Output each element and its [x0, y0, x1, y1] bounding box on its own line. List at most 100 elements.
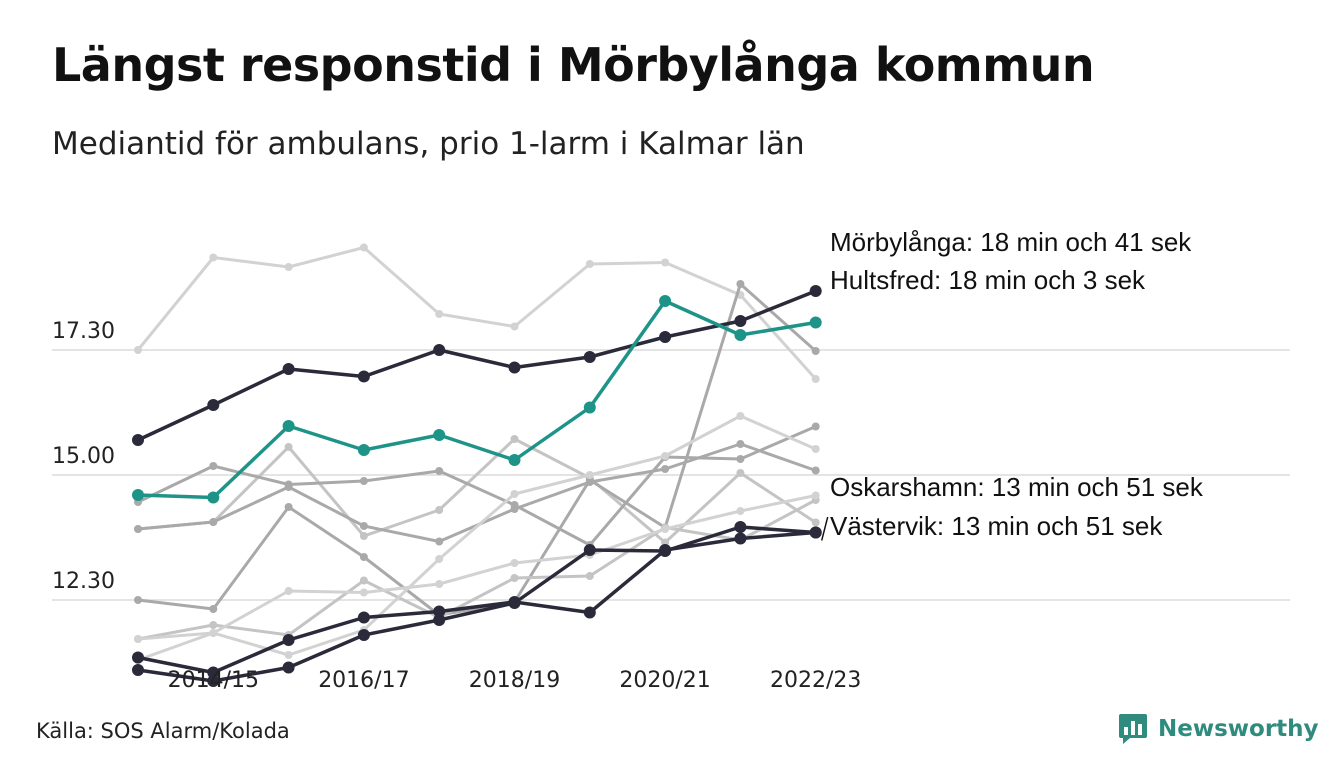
x-tick-label: 2016/17: [318, 668, 409, 693]
series-annotations: Mörbylånga: 18 min och 41 sek Hultsfred: …: [820, 227, 1204, 541]
series-hultsfred-point: [132, 489, 144, 501]
background-series-1-point: [510, 322, 519, 331]
series-vstervik-point: [433, 614, 446, 626]
background-series-1-point: [661, 258, 670, 267]
series-mrbylnga-line: [137, 289, 817, 442]
series-vstervik-point: [734, 521, 747, 533]
series-vstervik-point: [508, 597, 521, 609]
background-series-7-point: [510, 490, 519, 498]
series-mrbylnga-point: [433, 344, 446, 356]
series-mrbylnga-point: [282, 363, 295, 375]
series-oskarshamn: [132, 526, 822, 679]
chart-subtitle: Mediantid för ambulans, prio 1-larm i Ka…: [52, 126, 805, 162]
background-series-8: [134, 491, 820, 643]
background-series-8-point: [510, 559, 519, 567]
background-series-8-point: [736, 507, 745, 515]
background-series-1-point: [811, 375, 820, 383]
background-series-8-point: [811, 491, 820, 500]
y-tick-label: 12.30: [52, 569, 115, 594]
series-hultsfred-point: [207, 491, 220, 504]
highlighted-series-layer: [132, 285, 822, 687]
bar-chart-speech-bubble-icon: [1119, 714, 1147, 744]
background-series-7-point: [811, 445, 820, 453]
background-series-1-point: [134, 346, 142, 354]
background-series-7-point: [284, 651, 293, 659]
series-vstervik-point: [282, 661, 295, 674]
background-series-3-point: [209, 462, 218, 470]
background-series-8-point: [134, 635, 142, 643]
series-mrbylnga-point: [583, 351, 596, 363]
background-series-5-point: [359, 553, 368, 561]
background-series-3-point: [736, 455, 745, 463]
series-hultsfred-point: [659, 295, 672, 307]
x-tick-label: 2014/15: [168, 668, 259, 693]
background-series-6-point: [209, 621, 218, 629]
background-series-2-point: [435, 506, 444, 514]
background-series-4-point: [284, 483, 293, 491]
background-series-8-point: [359, 588, 368, 597]
background-series-5: [134, 280, 820, 619]
background-series-1-line: [136, 246, 817, 381]
background-series-5-point: [209, 605, 218, 613]
series-annotation-label: Mörbylånga: 18 min och 41 sek: [830, 227, 1192, 257]
background-series-8-point: [435, 580, 444, 588]
x-tick-label: 2018/19: [469, 668, 560, 693]
background-series-3-point: [435, 467, 444, 475]
series-hultsfred-point: [508, 454, 521, 466]
background-series-2-point: [510, 435, 519, 443]
series-hultsfred-point: [734, 329, 747, 341]
background-series-5-point: [736, 280, 745, 288]
y-tick-label: 15.00: [52, 444, 115, 469]
series-vstervik-point: [583, 544, 596, 556]
series-mrbylnga-point: [809, 285, 822, 297]
background-series-7-point: [435, 555, 444, 563]
background-series-1-point: [284, 263, 293, 271]
background-series-5-point: [134, 596, 142, 604]
series-vstervik-point: [357, 629, 370, 641]
series-annotation-label: Oskarshamn: 13 min och 51 sek: [830, 472, 1204, 502]
background-series-2-point: [811, 518, 820, 527]
series-oskarshamn-point: [734, 532, 747, 545]
background-series-4-point: [209, 518, 218, 526]
background-series-7: [134, 412, 820, 664]
background-series-1: [134, 243, 820, 383]
background-series-1-point: [209, 253, 218, 262]
background-series-8-point: [661, 525, 670, 533]
background-series-7-point: [661, 452, 670, 460]
background-series-4-point: [811, 466, 820, 475]
background-series-5-line: [137, 282, 817, 617]
background-series-6-point: [510, 574, 519, 582]
series-vstervik-point: [659, 545, 672, 557]
x-axis-labels: 2014/15 2016/17 2018/19 2020/21 2022/23: [168, 668, 862, 693]
brand-name: Newsworthy: [1158, 716, 1319, 742]
background-series-5-point: [284, 503, 293, 511]
x-tick-label: 2020/21: [619, 668, 710, 693]
background-series-6-point: [359, 576, 368, 585]
background-series-4-point: [661, 465, 670, 473]
background-series-7-line: [137, 414, 817, 662]
series-mrbylnga-point: [357, 370, 370, 383]
background-series-4-point: [435, 537, 444, 546]
series-hultsfred-point: [282, 420, 295, 432]
source-note: Källa: SOS Alarm/Kolada: [36, 719, 290, 743]
series-vstervik-line: [137, 525, 816, 683]
series-vstervik-point: [809, 526, 822, 539]
series-vstervik: [132, 521, 822, 687]
series-oskarshamn-point: [282, 634, 295, 646]
background-series-1-point: [435, 310, 444, 318]
background-series-4-point: [510, 505, 519, 513]
background-series-3: [134, 422, 820, 549]
series-hultsfred-point: [809, 316, 822, 329]
background-series-8-line: [137, 494, 817, 641]
brand-logo: Newsworthy: [1118, 712, 1319, 746]
series-mrbylnga-point: [508, 361, 521, 374]
background-series-7-point: [585, 471, 594, 479]
background-series-4-point: [736, 440, 745, 448]
series-oskarshamn-point: [357, 611, 370, 624]
series-mrbylnga-point: [132, 434, 144, 446]
background-series-3-point: [811, 422, 820, 431]
background-series-1-point: [585, 260, 594, 268]
background-series-2-point: [359, 532, 368, 540]
background-series-1-point: [359, 243, 368, 252]
